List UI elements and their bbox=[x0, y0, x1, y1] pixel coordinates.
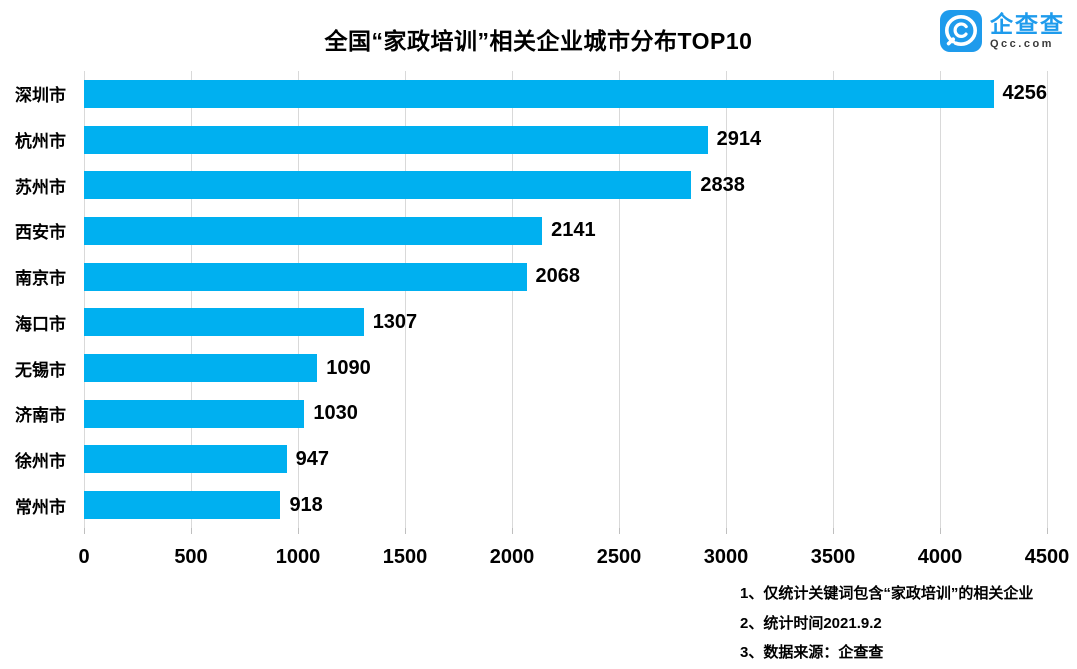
bar-value-label: 918 bbox=[289, 493, 323, 516]
footnote-line: 2、统计时间2021.9.2 bbox=[740, 614, 882, 632]
gridline bbox=[512, 71, 513, 528]
axis-tick bbox=[1047, 528, 1048, 534]
category-label: 杭州市 bbox=[15, 132, 66, 152]
qcc-logo-domain: Qcc.com bbox=[990, 37, 1054, 50]
bar-value-label: 2914 bbox=[716, 128, 762, 151]
axis-tick bbox=[940, 528, 941, 534]
footnote-line: 3、数据来源：企查查 bbox=[740, 644, 884, 661]
category-label: 南京市 bbox=[15, 269, 66, 289]
category-labels: 深圳市杭州市苏州市西安市南京市海口市无锡市济南市徐州市常州市 bbox=[0, 71, 66, 528]
x-axis-labels: 0 500 1000 1500 2000 2500 3000 3500 4000 4500 bbox=[78, 546, 1069, 570]
category-label: 常州市 bbox=[15, 497, 66, 517]
bar-value-label: 1090 bbox=[326, 356, 371, 379]
bar-row: 1090 bbox=[84, 345, 1047, 391]
bar-row: 4256 bbox=[84, 71, 1047, 117]
bar-value-label: 1030 bbox=[313, 402, 358, 425]
footnotes: 1、仅统计关键词包含“家政培训”的相关企业 2、统计时间2021.9.2 3、数据来… bbox=[740, 579, 1033, 668]
x-axis-tick-label: 2000 bbox=[489, 546, 535, 568]
category-label: 无锡市 bbox=[15, 360, 66, 380]
axis-tick bbox=[191, 528, 192, 534]
category-label: 深圳市 bbox=[15, 86, 66, 106]
qcc-logo-name: 企查查 bbox=[990, 10, 1065, 37]
bar bbox=[84, 171, 692, 200]
bar bbox=[84, 354, 318, 383]
gridline bbox=[191, 71, 192, 528]
bar bbox=[84, 399, 305, 428]
axis-tick bbox=[404, 528, 406, 534]
gridline bbox=[404, 71, 406, 528]
x-axis-tick-label: 0 bbox=[78, 546, 90, 568]
axis-tick bbox=[512, 528, 513, 534]
x-axis-tick-label: 2500 bbox=[596, 546, 642, 568]
bar bbox=[84, 262, 527, 291]
gridline bbox=[940, 71, 941, 528]
gridline bbox=[84, 71, 85, 528]
bar-row: 1030 bbox=[84, 391, 1047, 437]
bar-row: 1307 bbox=[84, 300, 1047, 346]
bar-value-label: 2838 bbox=[700, 173, 745, 196]
bar bbox=[84, 308, 364, 337]
x-axis-tick-label: 4000 bbox=[917, 546, 963, 568]
bar-value-label: 947 bbox=[295, 447, 330, 470]
gridline bbox=[833, 71, 834, 528]
bar-row: 918 bbox=[84, 482, 1047, 528]
bar-row: 947 bbox=[84, 437, 1047, 483]
gridline bbox=[725, 71, 727, 528]
category-label: 西安市 bbox=[15, 223, 66, 243]
axis-tick bbox=[298, 528, 299, 534]
bar-value-label: 4256 bbox=[1002, 82, 1048, 105]
gridline bbox=[298, 71, 299, 528]
bar-rows: 4256 2914 2838 2141 2068 1307 1090 1030 947 918 bbox=[84, 71, 1047, 528]
x-axis-tick-label: 500 bbox=[174, 546, 208, 568]
x-axis-tick-label: 3500 bbox=[810, 546, 856, 568]
axis-tick bbox=[84, 528, 85, 534]
category-label: 苏州市 bbox=[15, 177, 66, 197]
footnote-line: 1、仅统计关键词包含“家政培训”的相关企业 bbox=[740, 585, 1034, 602]
bar bbox=[84, 216, 543, 245]
axis-tick bbox=[619, 528, 620, 534]
bar bbox=[84, 79, 994, 108]
axis-tick bbox=[725, 528, 727, 534]
bar-row: 2141 bbox=[84, 208, 1047, 254]
bar bbox=[84, 125, 708, 154]
bar-row: 2068 bbox=[84, 254, 1047, 300]
bar bbox=[84, 491, 281, 520]
gridline bbox=[619, 71, 620, 528]
category-label: 徐州市 bbox=[15, 451, 66, 471]
axis-tick bbox=[833, 528, 834, 534]
gridline bbox=[1047, 71, 1048, 528]
category-label: 济南市 bbox=[15, 406, 66, 426]
qcc-logo-icon bbox=[940, 10, 982, 52]
bar-value-label: 2068 bbox=[535, 265, 581, 288]
plot-area: 4256 2914 2838 2141 2068 1307 1090 1030 947 918 bbox=[84, 71, 1048, 534]
bar-value-label: 2141 bbox=[551, 219, 596, 242]
bar-value-label: 1307 bbox=[372, 310, 418, 333]
x-axis-tick-label: 1000 bbox=[275, 546, 321, 568]
qcc-logo-text: 企查查 Qcc.com bbox=[990, 12, 1065, 51]
x-axis-tick-label: 4500 bbox=[1024, 546, 1070, 568]
category-label: 海口市 bbox=[15, 314, 66, 334]
bar-row: 2838 bbox=[84, 162, 1047, 208]
x-axis-tick-label: 3000 bbox=[703, 546, 749, 568]
qcc-logo: 企查查 Qcc.com bbox=[939, 9, 1065, 53]
bar bbox=[84, 445, 287, 474]
bar-row: 2914 bbox=[84, 117, 1047, 163]
chart-title: 全国“家政培训”相关企业城市分布TOP10 bbox=[324, 28, 753, 54]
x-axis-tick-label: 1500 bbox=[382, 546, 428, 568]
